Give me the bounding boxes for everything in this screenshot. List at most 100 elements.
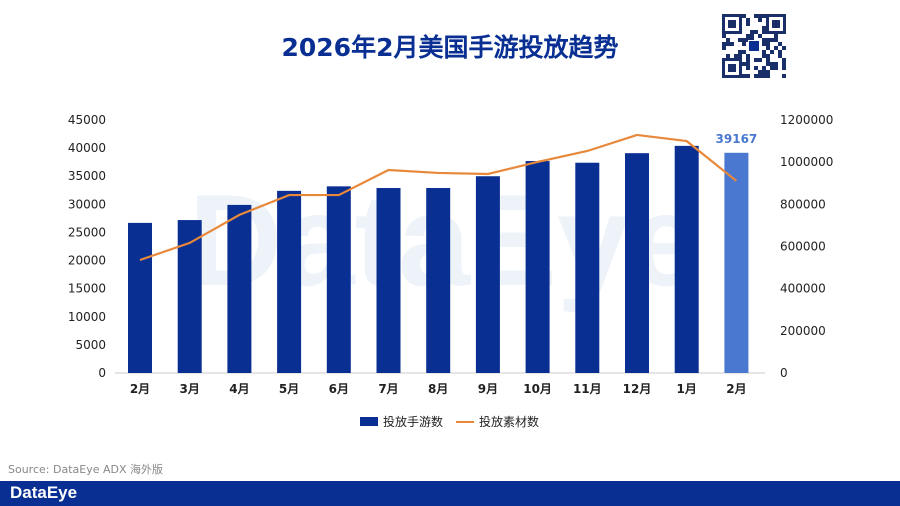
bar bbox=[674, 145, 699, 373]
left-axis-tick: 40000 bbox=[68, 141, 106, 155]
qr-module bbox=[746, 34, 750, 38]
x-axis-tick: 12月 bbox=[623, 382, 652, 396]
qr-module bbox=[742, 50, 746, 54]
bar bbox=[227, 204, 252, 373]
left-axis-tick: 5000 bbox=[75, 338, 106, 352]
qr-module bbox=[782, 74, 786, 78]
qr-module bbox=[770, 62, 774, 66]
qr-module bbox=[738, 38, 742, 42]
legend-line: 投放素材数 bbox=[456, 413, 539, 430]
qr-finder bbox=[772, 20, 780, 28]
qr-module bbox=[762, 50, 766, 54]
legend-line-swatch bbox=[456, 420, 474, 423]
qr-logo bbox=[749, 41, 759, 51]
qr-module bbox=[762, 74, 766, 78]
x-axis-tick: 11月 bbox=[573, 382, 602, 396]
qr-module bbox=[738, 54, 742, 58]
bar bbox=[724, 152, 749, 373]
bar bbox=[326, 186, 351, 373]
left-axis-tick: 20000 bbox=[68, 254, 106, 268]
qr-module bbox=[726, 54, 730, 58]
bar bbox=[376, 188, 401, 373]
legend-bar-label: 投放手游数 bbox=[383, 415, 444, 429]
qr-module bbox=[758, 58, 762, 62]
qr-module bbox=[782, 62, 786, 66]
left-axis-tick: 0 bbox=[98, 366, 106, 380]
qr-finder bbox=[728, 20, 736, 28]
qr-module bbox=[750, 34, 754, 38]
right-axis-tick: 400000 bbox=[780, 282, 826, 296]
qr-module bbox=[758, 14, 762, 18]
qr-module bbox=[758, 34, 762, 38]
qr-module bbox=[778, 42, 782, 46]
qr-module bbox=[774, 34, 778, 38]
x-axis-tick: 8月 bbox=[428, 382, 448, 396]
x-axis-tick: 2月 bbox=[726, 382, 746, 396]
qr-module bbox=[742, 14, 746, 18]
qr-module bbox=[762, 30, 766, 34]
x-axis-tick: 5月 bbox=[279, 382, 299, 396]
x-axis-tick: 6月 bbox=[329, 382, 349, 396]
qr-module bbox=[746, 18, 750, 22]
qr-module bbox=[746, 66, 750, 70]
qr-module bbox=[782, 46, 786, 50]
footer-logo: DataEye bbox=[10, 483, 78, 502]
qr-module bbox=[758, 18, 762, 22]
legend-line-label: 投放素材数 bbox=[479, 415, 540, 429]
right-axis-tick: 200000 bbox=[780, 324, 826, 338]
right-axis-tick: 800000 bbox=[780, 197, 826, 211]
chart: DataEye050001000015000200002500030000350… bbox=[68, 113, 834, 396]
qr-module bbox=[742, 42, 746, 46]
qr-module bbox=[742, 74, 746, 78]
qr-code bbox=[722, 14, 786, 78]
qr-module bbox=[726, 42, 730, 46]
qr-module bbox=[750, 30, 754, 34]
right-axis-tick: 0 bbox=[780, 366, 788, 380]
qr-module bbox=[754, 30, 758, 34]
qr-module bbox=[762, 70, 766, 74]
bar bbox=[475, 176, 500, 373]
qr-module bbox=[774, 66, 778, 70]
x-axis-tick: 10月 bbox=[523, 382, 552, 396]
left-axis-tick: 30000 bbox=[68, 197, 106, 211]
qr-module bbox=[766, 38, 770, 42]
qr-module bbox=[762, 54, 766, 58]
data-label: 39167 bbox=[716, 132, 758, 146]
right-axis-tick: 1200000 bbox=[780, 113, 833, 127]
qr-module bbox=[758, 70, 762, 74]
qr-module bbox=[778, 54, 782, 58]
qr-module bbox=[766, 46, 770, 50]
qr-module bbox=[754, 58, 758, 62]
qr-module bbox=[734, 54, 738, 58]
qr-module bbox=[774, 38, 778, 42]
qr-module bbox=[754, 66, 758, 70]
qr-module bbox=[726, 38, 730, 42]
chart-title: 2026年2月美国手游投放趋势 bbox=[281, 33, 619, 62]
qr-module bbox=[766, 54, 770, 58]
qr-module bbox=[730, 42, 734, 46]
qr-module bbox=[754, 14, 758, 18]
qr-module bbox=[746, 58, 750, 62]
qr-module bbox=[762, 38, 766, 42]
qr-module bbox=[762, 66, 766, 70]
qr-module bbox=[762, 26, 766, 30]
x-axis-tick: 2月 bbox=[130, 382, 150, 396]
bar bbox=[575, 162, 600, 373]
qr-module bbox=[766, 42, 770, 46]
left-axis-tick: 45000 bbox=[68, 113, 106, 127]
qr-module bbox=[746, 54, 750, 58]
x-axis-tick: 3月 bbox=[180, 382, 200, 396]
qr-module bbox=[766, 74, 770, 78]
qr-module bbox=[766, 58, 770, 62]
qr-module bbox=[742, 62, 746, 66]
qr-module bbox=[758, 74, 762, 78]
right-axis-tick: 1000000 bbox=[780, 155, 833, 169]
left-axis-tick: 35000 bbox=[68, 169, 106, 183]
x-axis-tick: 1月 bbox=[677, 382, 697, 396]
qr-module bbox=[770, 50, 774, 54]
qr-module bbox=[766, 62, 770, 66]
qr-module bbox=[762, 14, 766, 18]
legend-bar: 投放手游数 bbox=[360, 413, 443, 430]
qr-module bbox=[774, 62, 778, 66]
qr-module bbox=[722, 34, 726, 38]
